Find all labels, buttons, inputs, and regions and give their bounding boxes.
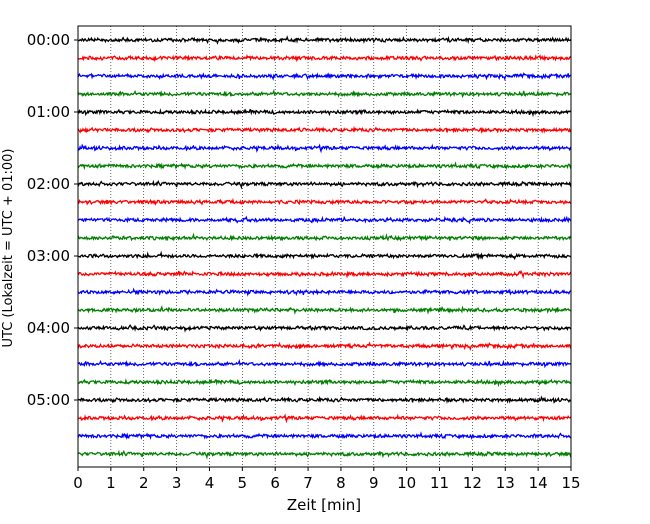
- trace-line: [77, 179, 572, 190]
- trace-line: [77, 431, 572, 441]
- x-tick-label: 5: [238, 474, 248, 492]
- trace-line: [77, 72, 572, 82]
- plot-frame: [77, 25, 572, 468]
- x-tick-label: 4: [205, 474, 215, 492]
- x-tick-label: 9: [369, 474, 379, 492]
- x-tick-label: 2: [139, 474, 149, 492]
- trace-layer: [77, 35, 572, 460]
- trace-line: [77, 324, 572, 333]
- trace-line: [77, 108, 572, 118]
- x-tick-label: 13: [496, 474, 515, 492]
- trace-line: [77, 143, 572, 154]
- trace-line: [77, 215, 572, 225]
- trace-line: [77, 232, 572, 242]
- trace-line: [77, 54, 572, 63]
- trace-line: [77, 250, 572, 261]
- x-tick-label: 10: [397, 474, 416, 492]
- x-axis: 0 1 2 3 4 5 6 7 8 9 10 11 12 13 14 15: [73, 467, 581, 492]
- trace-line: [77, 358, 572, 369]
- x-tick-label: 12: [463, 474, 482, 492]
- trace-line: [77, 341, 572, 352]
- trace-line: [77, 88, 572, 99]
- x-axis-label: Zeit [min]: [287, 496, 361, 514]
- trace-line: [77, 378, 572, 388]
- x-tick-label: 0: [73, 474, 83, 492]
- trace-line: [77, 269, 572, 280]
- x-tick-label: 15: [561, 474, 580, 492]
- trace-line: [77, 287, 572, 297]
- y-tick-label: 01:00: [27, 103, 70, 121]
- y-tick-label: 03:00: [27, 247, 70, 265]
- trace-line: [77, 395, 572, 404]
- y-tick-label: 05:00: [27, 391, 70, 409]
- y-tick-label: 00:00: [27, 31, 70, 49]
- trace-line: [77, 161, 572, 171]
- y-axis: 00:00 01:00 02:00 03:00 04:00 05:00: [27, 31, 78, 409]
- x-tick-label: 14: [529, 474, 548, 492]
- y-axis-label: UTC (Lokalzeit = UTC + 01:00): [1, 149, 16, 348]
- x-tick-label: 11: [430, 474, 449, 492]
- trace-line: [77, 413, 572, 424]
- trace-line: [77, 125, 572, 134]
- x-tick-label: 7: [303, 474, 313, 492]
- trace-line: [77, 305, 572, 315]
- trace-line: [77, 35, 572, 45]
- x-tick-label: 6: [270, 474, 280, 492]
- y-tick-label: 02:00: [27, 175, 70, 193]
- x-tick-label: 8: [336, 474, 346, 492]
- trace-line: [77, 197, 572, 206]
- trace-line: [77, 449, 572, 460]
- x-tick-label: 1: [106, 474, 116, 492]
- plot-background: [78, 26, 571, 467]
- y-tick-label: 04:00: [27, 319, 70, 337]
- x-tick-label: 3: [172, 474, 182, 492]
